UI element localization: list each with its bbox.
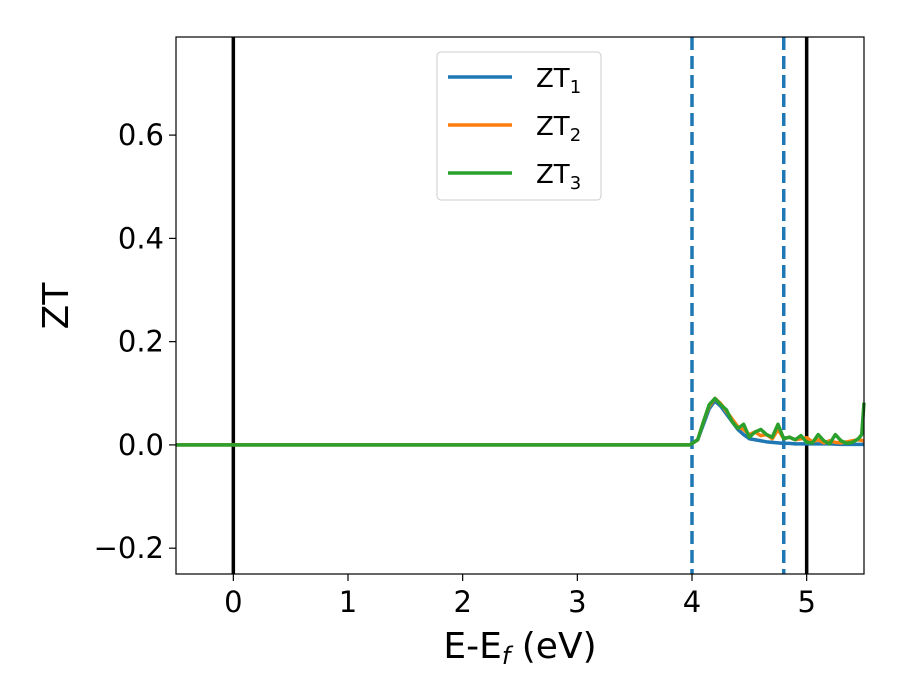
x-tick-label: 0	[224, 585, 242, 619]
legend-box	[436, 51, 602, 201]
legend: ZT1 ZT2 ZT3	[436, 51, 602, 201]
legend-label-1: ZT1	[536, 64, 581, 98]
plot-frame	[175, 36, 865, 575]
x-axis-label-unit: (eV)	[510, 626, 596, 667]
series-line-1	[176, 399, 864, 447]
series-line-2	[176, 396, 865, 447]
legend-label-3: ZT3	[536, 160, 581, 194]
reference-lines	[231, 37, 809, 574]
x-axis-label: E-Ef (eV)	[443, 626, 596, 670]
y-tick-label: 0.4	[118, 221, 164, 255]
y-tick-label: 0.0	[118, 428, 164, 462]
y-tick-label: 0.6	[118, 118, 164, 152]
x-tick-label: 5	[797, 585, 815, 619]
y-tick-label: −0.2	[94, 531, 164, 565]
y-axis-label: ZT	[36, 282, 77, 330]
y-axis-ticks: −0.2 0.0 0.2 0.4 0.6	[94, 118, 176, 565]
x-tick-label: 2	[453, 585, 471, 619]
x-axis-ticks: 0 1 2 3 4 5	[224, 574, 816, 619]
x-tick-label: 3	[568, 585, 586, 619]
x-tick-label: 1	[339, 585, 357, 619]
legend-label-2: ZT2	[536, 112, 581, 146]
x-tick-label: 4	[683, 585, 701, 619]
y-tick-label: 0.2	[118, 325, 164, 359]
series-line-3	[176, 396, 866, 447]
series-lines	[176, 396, 866, 447]
